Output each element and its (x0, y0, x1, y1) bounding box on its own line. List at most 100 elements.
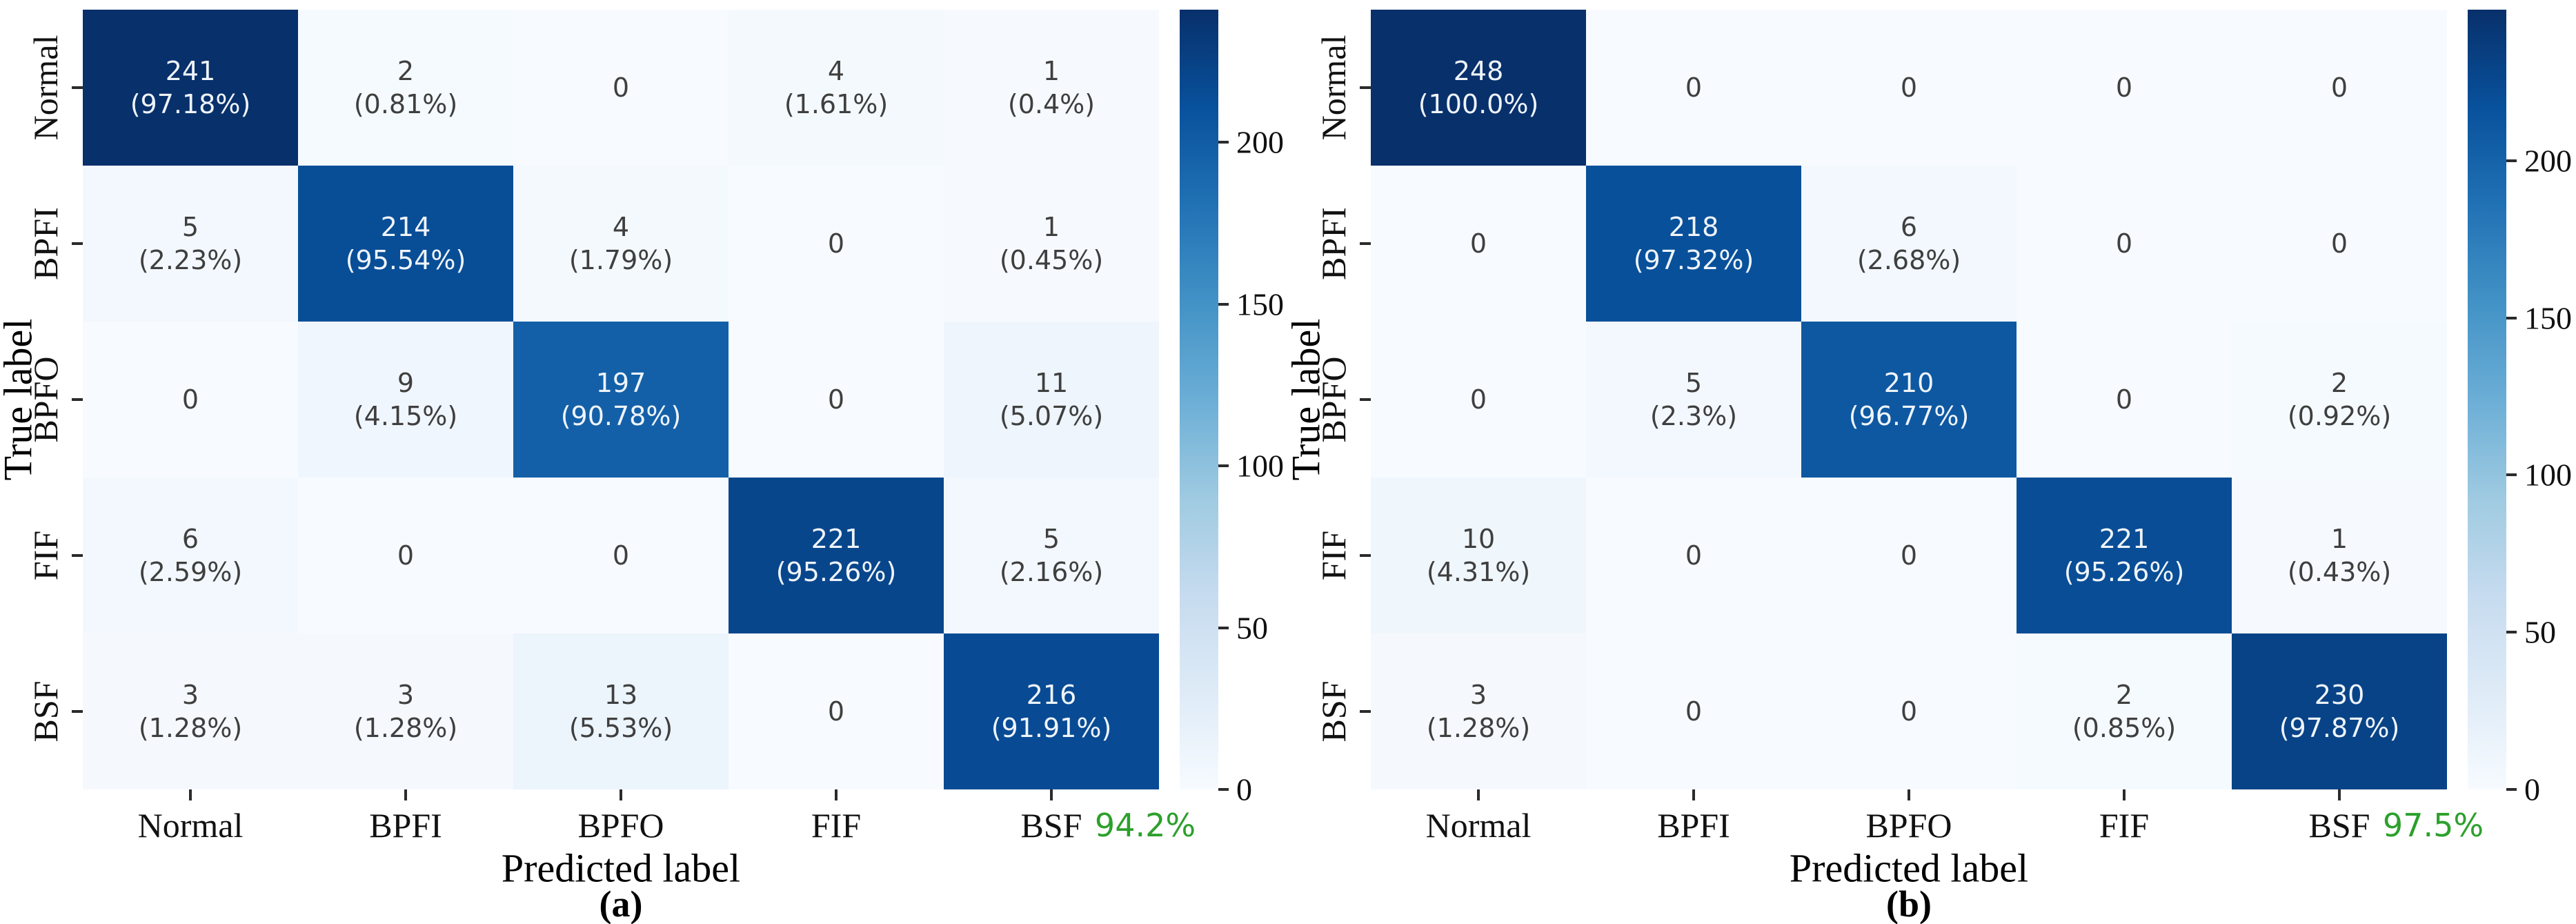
cell-count: 4 (827, 56, 845, 86)
matrix-cell: 248 (100.0%) (1371, 10, 1586, 166)
colorbar-tick-mark (1218, 788, 1229, 791)
matrix-cell: 0 (83, 322, 298, 478)
cell-percent: (1.28%) (138, 713, 243, 743)
cell-percent: (5.07%) (999, 401, 1104, 431)
x-tick-label: BPFO (577, 806, 664, 845)
cell-count: 5 (181, 212, 199, 242)
colorbar-tick-label: 100 (1236, 448, 1284, 484)
cell-count: 218 (1668, 212, 1719, 242)
cell-count: 221 (811, 524, 862, 554)
cell-percent: (0.85%) (2072, 713, 2177, 743)
matrix-cell: 0 (1801, 633, 2017, 789)
cell-percent: (90.78%) (560, 401, 682, 431)
x-tick-label: FIF (2099, 806, 2150, 845)
y-tick-mark (1360, 398, 1371, 401)
x-tick-label: Normal (137, 806, 244, 845)
colorbar-tick-label: 50 (2524, 614, 2556, 650)
colorbar-tick-label: 0 (1236, 771, 1252, 807)
matrix-cell: 3 (1.28%) (83, 633, 298, 789)
heatmap-grid: 248 (100.0%) 0 0 0 0 0 218 (97.32%) 6 (2.68%) 0 0 0 5(… (1371, 10, 2447, 789)
y-tick-mark (1360, 710, 1371, 713)
cell-count: 11 (1034, 368, 1069, 398)
cell-percent: (0.92%) (2287, 401, 2392, 431)
cell-percent: (97.18%) (130, 89, 251, 119)
cell-count: 0 (827, 696, 845, 727)
colorbar-tick-mark (1218, 302, 1229, 306)
cell-count: 0 (1469, 384, 1487, 415)
matrix-cell: 0 (2232, 10, 2447, 166)
y-tick-mark (72, 554, 83, 557)
x-axis-title: Predicted label (1789, 845, 2029, 891)
cell-percent: (2.68%) (1856, 245, 1961, 275)
matrix-cell: 0 (1801, 10, 2017, 166)
cell-count: 0 (181, 384, 199, 415)
colorbar-tick-mark (1218, 141, 1229, 144)
colorbar-tick-label: 200 (1236, 124, 1284, 160)
matrix-cell: 1 (0.4%) (944, 10, 1159, 166)
accuracy-label: 97.5% (2382, 807, 2484, 844)
matrix-cell: 5 (2.23%) (83, 166, 298, 322)
matrix-cell: 5 (2.16%) (944, 478, 1159, 633)
matrix-cell: 0 (1586, 478, 1801, 633)
x-tick-label: BPFO (1865, 806, 1952, 845)
cell-percent: (5.53%) (568, 713, 673, 743)
x-tick-mark (2123, 789, 2126, 800)
cell-percent: (4.31%) (1426, 557, 1531, 587)
cell-percent: (95.26%) (2063, 557, 2185, 587)
matrix-cell: 0 (1371, 166, 1586, 322)
matrix-cell: 0 (2232, 166, 2447, 322)
colorbar-tick-label: 150 (1236, 286, 1284, 322)
cell-percent: (100.0%) (1418, 89, 1539, 119)
matrix-cell: 0 (729, 322, 944, 478)
matrix-cell: 4 (1.61%) (729, 10, 944, 166)
x-tick-mark (1908, 789, 1910, 800)
matrix-cell: 197 (90.78%) (513, 322, 729, 478)
y-tick-mark (72, 86, 83, 89)
matrix-cell: 221 (95.26%) (2017, 478, 2232, 633)
x-axis-title: Predicted label (501, 845, 741, 891)
cell-count: 248 (1453, 56, 1504, 86)
matrix-cell: 0 (729, 166, 944, 322)
cell-count: 210 (1883, 368, 1934, 398)
x-tick-mark (189, 789, 192, 800)
cell-count: 9 (397, 368, 415, 398)
y-tick-label: BPFO (26, 356, 65, 443)
cell-count: 1 (1042, 56, 1060, 86)
y-tick-mark (1360, 554, 1371, 557)
cell-count: 0 (1685, 72, 1703, 103)
cell-count: 0 (2115, 72, 2133, 103)
x-tick-label: FIF (811, 806, 862, 845)
matrix-cell: 0 (2017, 322, 2232, 478)
matrix-cell: 0 (1371, 322, 1586, 478)
cell-percent: (95.26%) (775, 557, 897, 587)
cell-count: 216 (1026, 680, 1077, 710)
cell-percent: (95.54%) (345, 245, 466, 275)
cell-percent: (2.3%) (1649, 401, 1738, 431)
cell-percent: (1.61%) (784, 89, 889, 119)
colorbar-tick-label: 150 (2524, 300, 2572, 336)
cell-count: 10 (1461, 524, 1496, 554)
matrix-cell: 6 (2.68%) (1801, 166, 2017, 322)
x-tick-mark (404, 789, 407, 800)
cell-percent: (2.16%) (999, 557, 1104, 587)
matrix-cell: 218 (97.32%) (1586, 166, 1801, 322)
matrix-cell: 13 (5.53%) (513, 633, 729, 789)
cell-percent: (0.43%) (2287, 557, 2392, 587)
x-tick-mark (1692, 789, 1695, 800)
matrix-cell: 0 (729, 633, 944, 789)
matrix-cell: 2 (0.92%) (2232, 322, 2447, 478)
x-tick-mark (1477, 789, 1480, 800)
cell-count: 1 (2330, 524, 2348, 554)
x-tick-mark (1050, 789, 1053, 800)
y-tick-label: FIF (26, 530, 65, 581)
colorbar-tick-mark (2506, 316, 2517, 320)
cell-count: 0 (827, 384, 845, 415)
cell-percent: (97.87%) (2279, 713, 2400, 743)
cell-percent: (1.28%) (1426, 713, 1531, 743)
cell-percent: (91.91%) (991, 713, 1112, 743)
x-tick-label: Normal (1425, 806, 1532, 845)
matrix-cell: 11 (5.07%) (944, 322, 1159, 478)
heatmap-grid: 241 (97.18%) 2 (0.81%) 0 4 (1.61%) 1 (0.4%) 5 (2.2… (83, 10, 1159, 789)
y-tick-label: BPFI (26, 207, 65, 280)
